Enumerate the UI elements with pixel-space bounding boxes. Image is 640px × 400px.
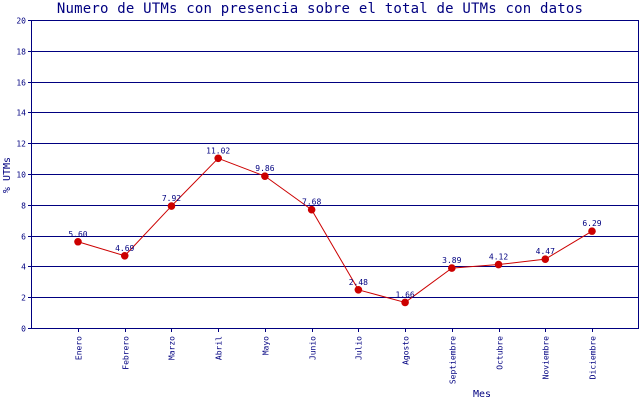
y-tick-label: 8 [21, 202, 26, 211]
data-label: 7.68 [302, 198, 321, 207]
x-tick-labels: Enero Febrero Marzo Abril Mayo Junio Julio Agos… [75, 336, 598, 384]
data-point [261, 172, 269, 180]
x-tick-label: Octubre [496, 336, 505, 370]
line-segment [77, 241, 125, 257]
line-segment [358, 289, 406, 303]
data-label: 9.86 [255, 164, 274, 173]
data-point [401, 298, 409, 307]
data-point [74, 237, 82, 246]
series-markers [74, 154, 596, 307]
data-label: 1.66 [395, 290, 414, 299]
x-tick-label: Diciembre [589, 336, 598, 380]
x-tick-label: Mayo [262, 336, 271, 355]
line-segment [545, 230, 593, 260]
line-segment [264, 175, 312, 211]
y-tick-label: 0 [21, 325, 26, 334]
y-tick-label: 4 [21, 263, 26, 272]
data-point [588, 227, 596, 235]
x-tick-label: Junio [309, 336, 318, 360]
line-segment [451, 264, 499, 269]
data-point [448, 264, 456, 272]
x-tick-label: Enero [75, 336, 84, 360]
x-tick-label: Julio [355, 336, 364, 360]
line-segment [171, 157, 219, 207]
line-segment [311, 209, 359, 291]
x-tick-label: Agosto [402, 336, 411, 365]
data-label: 11.02 [206, 146, 230, 155]
y-axis-label: % UTMs [2, 157, 13, 193]
x-tick-label: Septiembre [449, 336, 458, 384]
data-point [541, 255, 550, 263]
data-label: 3.89 [442, 256, 461, 265]
data-label: 4.12 [489, 253, 508, 262]
y-tick-label: 12 [16, 140, 26, 149]
data-point [167, 202, 176, 210]
data-label: 5.60 [68, 230, 87, 239]
data-label: 4.69 [115, 244, 134, 253]
y-tick-label: 6 [21, 233, 26, 242]
axes [28, 20, 639, 332]
y-tick-label: 20 [16, 17, 26, 26]
data-labels: 5.60 4.69 7.92 11.02 9.86 7.68 2.48 1.66 3.89 4.1… [68, 146, 601, 299]
x-tick-label: Febrero [122, 336, 131, 370]
line-segment [218, 157, 266, 177]
data-point [354, 286, 363, 294]
data-point [307, 205, 316, 214]
x-axis-label: Mes [473, 389, 491, 400]
data-point [120, 251, 129, 260]
line-segment [124, 205, 172, 257]
y-tick-label: 16 [16, 79, 26, 88]
y-tick-label: 18 [16, 48, 26, 57]
line-segment [498, 258, 546, 266]
y-tick-labels: 0 2 4 6 8 10 12 14 16 18 20 [16, 17, 26, 334]
y-tick-label: 2 [21, 294, 26, 303]
plot-frame [31, 20, 639, 329]
data-label: 7.92 [162, 194, 181, 203]
y-tick-label: 14 [16, 109, 26, 118]
line-segment [404, 267, 453, 303]
data-label: 2.48 [349, 278, 368, 287]
x-tick-label: Noviembre [542, 336, 551, 380]
series-line [77, 157, 593, 303]
x-tick-label: Abril [215, 336, 224, 360]
grid-lines [31, 20, 638, 329]
data-point [214, 154, 222, 163]
data-label: 6.29 [582, 219, 601, 228]
data-point [494, 260, 503, 269]
x-tick-label: Marzo [168, 336, 177, 360]
chart-title: Numero de UTMs con presencia sobre el to… [56, 1, 584, 17]
y-tick-label: 10 [16, 171, 26, 180]
data-label: 4.47 [536, 247, 555, 256]
